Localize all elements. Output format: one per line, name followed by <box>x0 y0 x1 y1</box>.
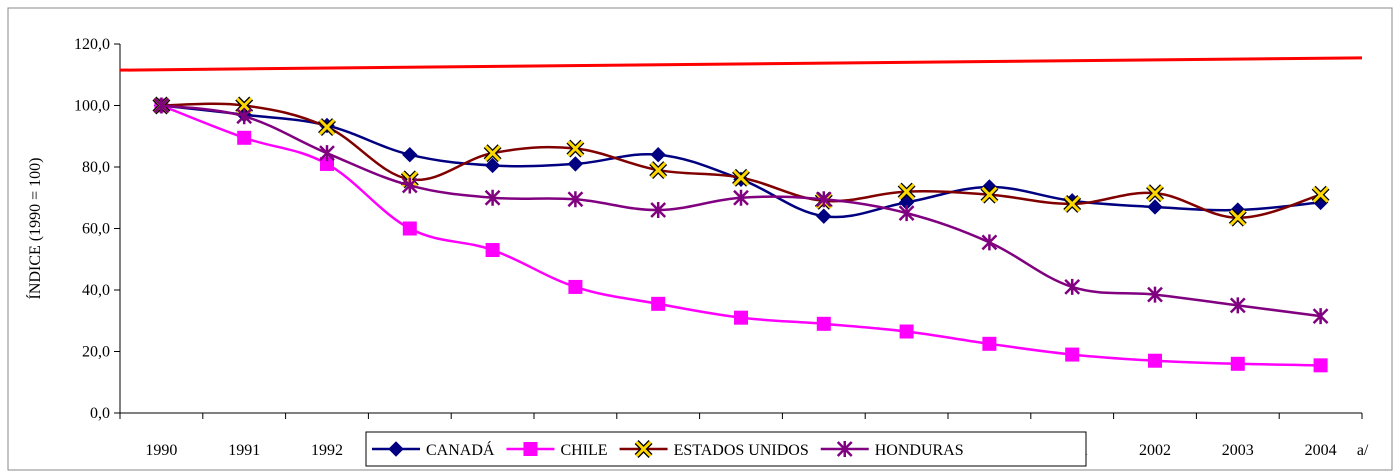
data-point-estados-unidos <box>732 168 750 187</box>
data-point-estados-unidos <box>318 118 336 136</box>
data-point-chile <box>402 221 417 236</box>
data-point-canada <box>650 146 666 163</box>
y-tick-label: 60,0 <box>82 221 110 238</box>
y-axis-title: ÍNDICE (1990 = 100) <box>25 158 44 300</box>
legend-marker-estados-unidos <box>634 440 653 458</box>
legend-marker-chile <box>523 442 538 456</box>
x-tick-label: 1992 <box>311 442 343 459</box>
y-tick-label: 40,0 <box>82 282 110 299</box>
x-tick-label: 1991 <box>228 442 260 459</box>
legend-label-canada: CANADÁ <box>426 440 495 459</box>
data-point-chile <box>982 336 997 351</box>
legend-marker-honduras <box>836 441 853 457</box>
legend-label-estados-unidos: ESTADOS UNIDOS <box>674 442 809 459</box>
data-point-chile <box>1065 347 1080 362</box>
y-tick-label: 120,0 <box>74 36 110 53</box>
legend-label-honduras: HONDURAS <box>875 442 964 459</box>
y-tick-label: 20,0 <box>82 344 110 361</box>
y-tick-label: 100,0 <box>74 98 110 115</box>
x-tick-label: 2002 <box>1139 442 1171 459</box>
data-point-chile <box>568 279 583 294</box>
data-point-honduras <box>236 108 253 125</box>
y-tick-label: 80,0 <box>82 159 110 176</box>
y-tick-label: 0,0 <box>90 405 110 422</box>
data-point-canada <box>816 208 832 224</box>
data-point-honduras <box>733 189 749 206</box>
reference-line <box>119 56 1363 72</box>
data-point-honduras <box>1147 286 1163 303</box>
data-point-estados-unidos <box>483 144 502 163</box>
data-point-honduras <box>401 177 418 194</box>
data-point-chile <box>734 310 748 325</box>
data-point-chile <box>1230 356 1245 371</box>
data-point-honduras <box>1064 278 1081 295</box>
data-point-honduras <box>567 191 584 208</box>
data-point-honduras <box>484 189 501 206</box>
chart-border <box>7 7 1393 471</box>
x-tick-label: 1990 <box>145 442 177 459</box>
data-point-estados-unidos <box>897 182 916 201</box>
data-point-honduras <box>815 191 832 208</box>
data-point-estados-unidos <box>1146 184 1164 203</box>
data-point-estados-unidos <box>566 139 585 158</box>
data-point-chile <box>485 243 500 258</box>
x-tick-label: 2004 <box>1305 442 1337 459</box>
data-point-chile <box>320 156 334 171</box>
data-point-honduras <box>153 97 170 114</box>
data-point-chile <box>651 296 666 311</box>
data-point-estados-unidos <box>1228 208 1247 227</box>
data-point-honduras <box>898 205 915 222</box>
data-point-estados-unidos <box>1063 194 1082 213</box>
data-point-honduras <box>319 145 335 162</box>
data-point-honduras <box>1312 308 1329 325</box>
data-point-chile <box>899 324 914 339</box>
x-suffix-label: a/ <box>1357 442 1369 459</box>
data-point-chile <box>816 316 831 331</box>
data-point-chile <box>1313 358 1328 373</box>
legend-marker-canada <box>388 441 404 457</box>
data-point-honduras <box>650 202 667 219</box>
data-point-chile <box>237 130 252 145</box>
data-point-canada <box>402 146 418 163</box>
x-tick-label: 2003 <box>1222 442 1254 459</box>
data-point-canada <box>567 156 584 172</box>
data-point-canada <box>1147 199 1163 215</box>
legend-label-chile: CHILE <box>560 442 607 459</box>
data-point-chile <box>1148 353 1162 368</box>
data-point-canada <box>484 157 501 174</box>
data-point-estados-unidos <box>1311 185 1330 204</box>
legend-box <box>365 431 1087 467</box>
data-point-estados-unidos <box>649 161 668 180</box>
data-point-honduras <box>981 234 998 251</box>
data-point-estados-unidos <box>980 185 999 204</box>
data-point-honduras <box>1229 297 1246 314</box>
